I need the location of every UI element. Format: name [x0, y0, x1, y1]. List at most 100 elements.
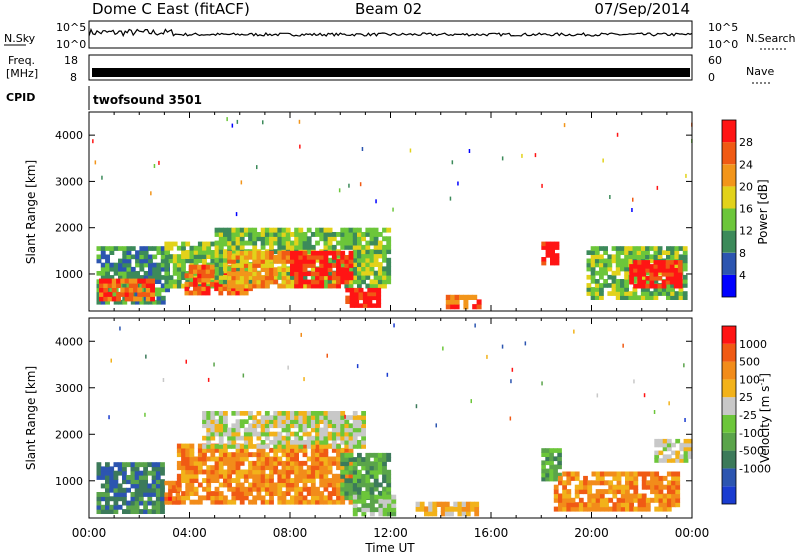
data-cell [557, 464, 562, 470]
data-cell [126, 479, 131, 485]
data-cell [113, 500, 119, 506]
data-cell [205, 290, 211, 296]
data-cell [553, 506, 559, 512]
data-cell [624, 258, 629, 264]
data-cell [243, 456, 249, 462]
data-cell [319, 279, 325, 285]
data-cell [640, 254, 646, 260]
data-cell [637, 497, 643, 503]
data-cell [285, 431, 291, 437]
data-cell [193, 250, 199, 255]
data-cell [373, 270, 379, 276]
data-cell [340, 461, 346, 467]
data-speckle [643, 393, 646, 398]
data-cell [348, 415, 354, 420]
data-cell [197, 290, 202, 296]
data-cell [632, 254, 638, 260]
data-cell [348, 478, 354, 484]
data-cell [231, 236, 237, 242]
data-cell [260, 236, 266, 242]
data-cell [117, 466, 123, 472]
data-cell [550, 253, 555, 258]
data-cell [298, 491, 304, 496]
data-cell [130, 271, 136, 276]
data-cell [202, 447, 207, 453]
data-cell [599, 493, 605, 499]
data-cell [302, 427, 308, 433]
data-cell [143, 483, 148, 489]
noise-tick-right-high: 10^5 [708, 21, 738, 34]
data-cell [541, 448, 546, 453]
data-cell [369, 498, 375, 504]
data-cell [590, 287, 596, 292]
data-cell [352, 279, 358, 285]
data-cell [607, 283, 613, 288]
data-cell [590, 270, 596, 276]
data-cell [319, 440, 325, 445]
data-cell [348, 495, 354, 500]
data-cell [281, 444, 287, 449]
data-cell [298, 259, 304, 264]
data-cell [168, 275, 174, 280]
data-cell [273, 419, 279, 424]
data-cell [607, 266, 613, 272]
data-cell [214, 473, 220, 479]
data-cell [641, 506, 647, 512]
data-cell [206, 478, 212, 483]
data-cell [298, 419, 304, 424]
data-cell [352, 411, 358, 416]
data-cell [344, 486, 350, 492]
data-cell [586, 283, 592, 288]
data-cell [151, 500, 157, 506]
data-cell [327, 263, 333, 268]
data-cell [202, 411, 207, 416]
data-cell [373, 262, 379, 267]
data-cell [277, 227, 283, 233]
data-cell [620, 502, 626, 508]
data-cell [256, 411, 262, 416]
data-cell [315, 435, 320, 441]
data-cell [641, 268, 647, 273]
data-cell [239, 456, 245, 462]
data-cell [645, 254, 650, 260]
data-cell [231, 263, 237, 268]
data-cell [637, 276, 642, 281]
data-cell [206, 444, 212, 449]
data-cell [218, 447, 224, 453]
data-cell [264, 255, 270, 260]
data-cell [373, 283, 379, 289]
data-cell [239, 469, 245, 475]
data-cell [545, 249, 551, 254]
data-cell [264, 452, 270, 458]
data-cell [349, 303, 355, 308]
data-cell [143, 262, 149, 268]
data-cell [227, 275, 232, 281]
data-cell [235, 266, 241, 272]
data-cell [310, 271, 316, 277]
data-cell [269, 250, 274, 256]
data-cell [235, 255, 241, 260]
data-cell [214, 281, 219, 287]
data-cell [323, 435, 329, 441]
data-cell [176, 495, 182, 501]
data-cell [231, 427, 237, 433]
data-cell [590, 246, 596, 251]
data-cell [118, 275, 123, 280]
data-cell [687, 446, 693, 452]
data-cell [632, 295, 638, 300]
data-cell [620, 506, 626, 512]
data-cell [348, 232, 354, 237]
data-cell [130, 496, 136, 502]
data-cell [302, 419, 308, 424]
data-cell [148, 254, 153, 260]
data-speckle [158, 160, 160, 165]
data-cell [327, 240, 333, 246]
data-cell [365, 227, 371, 233]
data-cell [382, 503, 388, 508]
data-cell [239, 444, 245, 449]
data-cell [449, 506, 454, 512]
data-cell [290, 283, 295, 289]
data-cell [231, 232, 237, 237]
data-cell [620, 266, 625, 272]
data-cell [218, 286, 224, 292]
